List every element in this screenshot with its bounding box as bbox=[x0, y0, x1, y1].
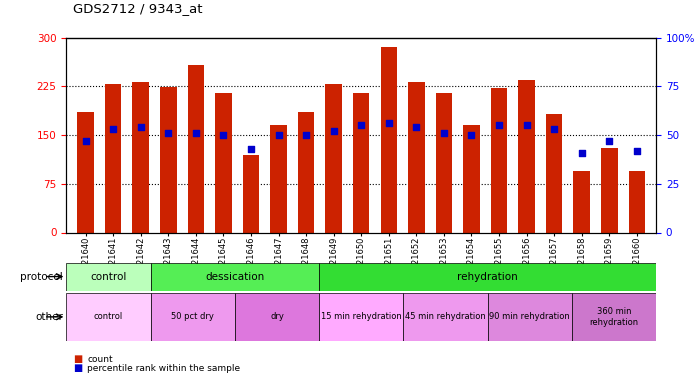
Bar bbox=[519, 80, 535, 232]
Bar bbox=[629, 171, 645, 232]
Point bbox=[604, 138, 615, 144]
Point bbox=[576, 150, 587, 156]
Bar bbox=[319, 292, 403, 341]
Bar bbox=[574, 171, 590, 232]
Point bbox=[107, 126, 119, 132]
Point bbox=[521, 122, 532, 128]
Point bbox=[301, 132, 312, 138]
Bar bbox=[408, 82, 424, 232]
Bar bbox=[235, 292, 319, 341]
Point bbox=[80, 138, 91, 144]
Text: control: control bbox=[90, 272, 126, 282]
Bar bbox=[188, 65, 204, 232]
Text: GDS2712 / 9343_at: GDS2712 / 9343_at bbox=[73, 2, 203, 15]
Bar bbox=[160, 87, 177, 232]
Bar bbox=[572, 292, 656, 341]
Point bbox=[356, 122, 367, 128]
Point bbox=[438, 130, 450, 136]
Text: dessication: dessication bbox=[205, 272, 265, 282]
Point bbox=[410, 124, 422, 130]
Point bbox=[135, 124, 147, 130]
Text: rehydration: rehydration bbox=[457, 272, 518, 282]
Bar bbox=[319, 262, 656, 291]
Point bbox=[383, 120, 394, 126]
Bar bbox=[215, 93, 232, 232]
Bar bbox=[380, 47, 397, 232]
Point bbox=[191, 130, 202, 136]
Bar bbox=[66, 262, 151, 291]
Point bbox=[273, 132, 284, 138]
Point bbox=[631, 148, 642, 154]
Bar bbox=[270, 125, 287, 232]
Text: 15 min rehydration: 15 min rehydration bbox=[321, 312, 401, 321]
Text: other: other bbox=[35, 312, 63, 322]
Point bbox=[328, 128, 339, 134]
Text: 90 min rehydration: 90 min rehydration bbox=[489, 312, 570, 321]
Text: percentile rank within the sample: percentile rank within the sample bbox=[87, 364, 240, 373]
Bar bbox=[133, 82, 149, 232]
Bar bbox=[298, 112, 314, 232]
Point bbox=[549, 126, 560, 132]
Text: ■: ■ bbox=[73, 363, 82, 373]
Text: dry: dry bbox=[270, 312, 284, 321]
Point bbox=[246, 146, 257, 152]
Text: protocol: protocol bbox=[20, 272, 63, 282]
Bar bbox=[546, 114, 563, 232]
Point bbox=[218, 132, 229, 138]
Bar bbox=[403, 292, 488, 341]
Bar bbox=[488, 292, 572, 341]
Text: count: count bbox=[87, 355, 113, 364]
Text: 50 pct dry: 50 pct dry bbox=[171, 312, 214, 321]
Bar bbox=[105, 84, 121, 232]
Bar bbox=[353, 93, 369, 232]
Bar bbox=[66, 292, 151, 341]
Bar bbox=[77, 112, 94, 232]
Text: 360 min
rehydration: 360 min rehydration bbox=[589, 307, 639, 327]
Text: ■: ■ bbox=[73, 354, 82, 364]
Point bbox=[493, 122, 505, 128]
Bar bbox=[151, 262, 319, 291]
Text: control: control bbox=[94, 312, 123, 321]
Bar bbox=[601, 148, 618, 232]
Bar bbox=[436, 93, 452, 232]
Text: 45 min rehydration: 45 min rehydration bbox=[405, 312, 486, 321]
Point bbox=[163, 130, 174, 136]
Bar bbox=[151, 292, 235, 341]
Bar bbox=[491, 88, 507, 232]
Bar bbox=[325, 84, 342, 232]
Point bbox=[466, 132, 477, 138]
Bar bbox=[243, 154, 259, 232]
Bar bbox=[463, 125, 480, 232]
